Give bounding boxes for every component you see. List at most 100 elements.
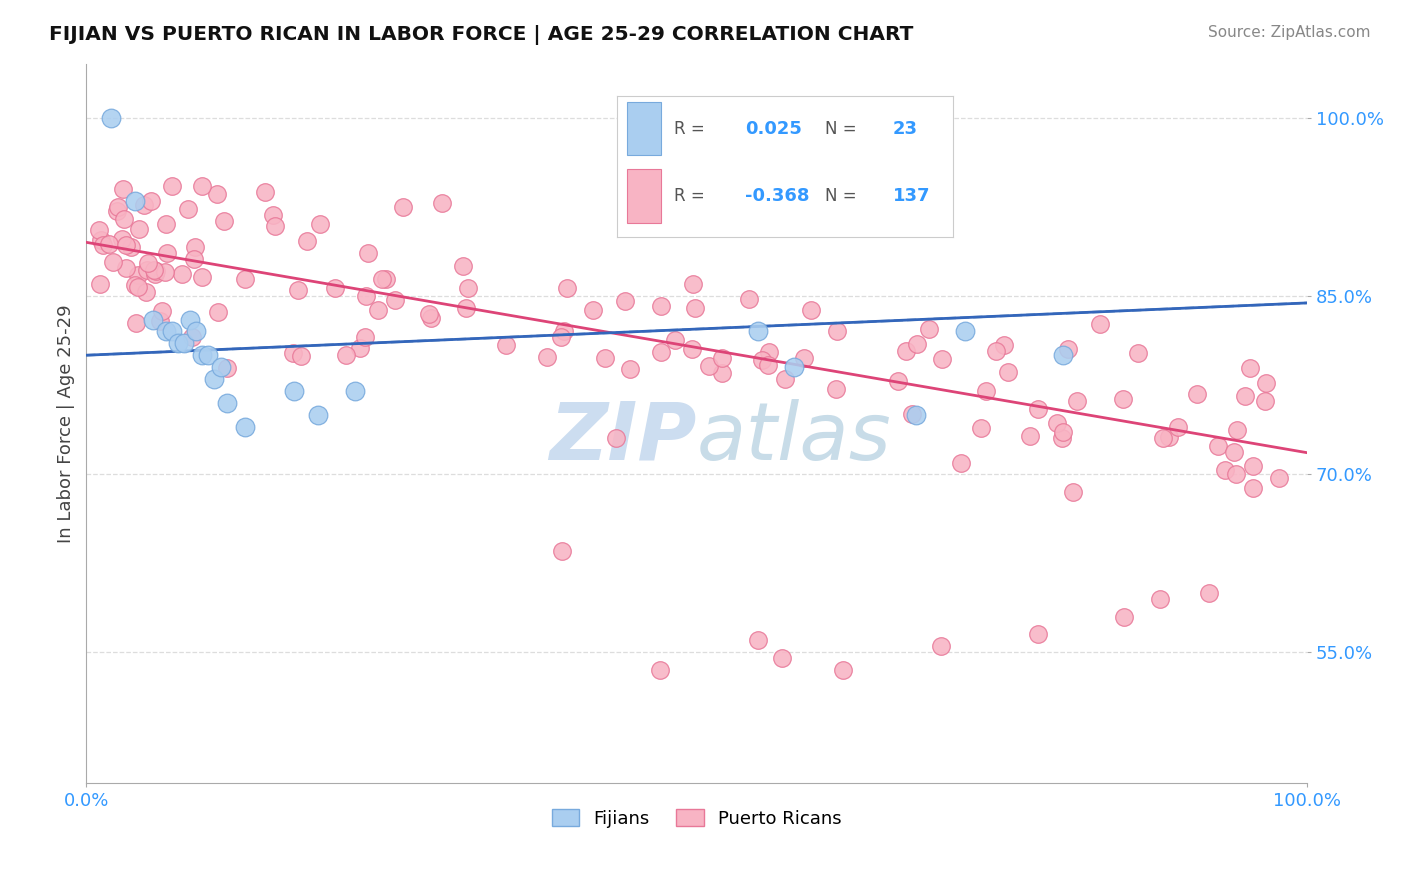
Text: atlas: atlas [696,399,891,477]
Point [209,360,232,375]
Point [89,277,111,291]
Point [1185,387,1208,401]
Point [142,263,165,277]
Legend: Fijians, Puerto Ricans: Fijians, Puerto Ricans [544,802,849,835]
Point [1208,439,1230,453]
Point [191,179,214,194]
Point [457,281,479,295]
Point [1088,317,1111,331]
Point [139,194,162,208]
Point [454,301,477,315]
Point [124,194,146,208]
Point [384,293,406,307]
Point [112,211,135,226]
Point [101,255,124,269]
Point [984,344,1007,359]
Point [550,329,572,343]
Point [650,345,672,359]
Point [1066,394,1088,409]
Point [263,219,285,234]
Point [215,361,238,376]
Point [1018,429,1040,443]
Point [1241,459,1264,474]
Point [1167,420,1189,434]
Point [132,198,155,212]
Point [354,330,377,344]
Point [114,238,136,252]
Point [177,202,200,217]
Point [1028,627,1050,641]
Point [650,299,672,313]
Point [1198,586,1220,600]
Point [901,408,924,422]
Point [1268,471,1291,485]
Point [758,345,780,359]
Point [1215,463,1237,477]
Point [186,325,208,339]
Text: FIJIAN VS PUERTO RICAN IN LABOR FORCE | AGE 25-29 CORRELATION CHART: FIJIAN VS PUERTO RICAN IN LABOR FORCE | … [49,25,914,45]
Point [419,311,441,326]
Point [1126,346,1149,360]
Point [354,289,377,303]
Point [929,640,952,654]
Point [323,281,346,295]
Point [149,314,172,328]
Point [233,272,256,286]
Point [207,305,229,319]
Point [894,343,917,358]
Point [111,231,134,245]
Point [605,431,627,445]
Point [451,260,474,274]
Point [582,302,605,317]
Point [619,362,641,376]
Point [128,222,150,236]
Point [418,307,440,321]
Point [357,246,380,260]
Text: ZIP: ZIP [550,399,696,477]
Point [392,200,415,214]
Point [1223,445,1246,459]
Point [905,408,928,422]
Point [100,111,122,125]
Point [172,268,194,282]
Point [136,256,159,270]
Point [553,324,575,338]
Point [1112,609,1135,624]
Point [827,325,849,339]
Point [254,185,277,199]
Point [1226,423,1249,437]
Point [191,348,214,362]
Point [1239,360,1261,375]
Point [127,279,149,293]
Point [907,337,929,351]
Point [931,351,953,366]
Point [751,353,773,368]
Point [155,325,177,339]
Point [1254,376,1277,390]
Point [371,271,394,285]
Point [1225,467,1247,481]
Point [711,366,734,380]
Point [205,187,228,202]
Point [160,325,183,339]
Point [183,240,205,254]
Point [551,544,574,558]
Point [87,223,110,237]
Point [135,263,157,277]
Point [1254,393,1277,408]
Point [664,333,686,347]
Point [697,359,720,373]
Point [262,208,284,222]
Point [125,316,148,330]
Point [555,281,578,295]
Point [1045,416,1067,430]
Point [307,408,329,422]
Point [183,252,205,267]
Point [156,245,179,260]
Point [135,285,157,299]
Point [367,302,389,317]
Point [1112,392,1135,406]
Point [614,293,637,308]
Point [887,374,910,388]
Point [747,633,769,648]
